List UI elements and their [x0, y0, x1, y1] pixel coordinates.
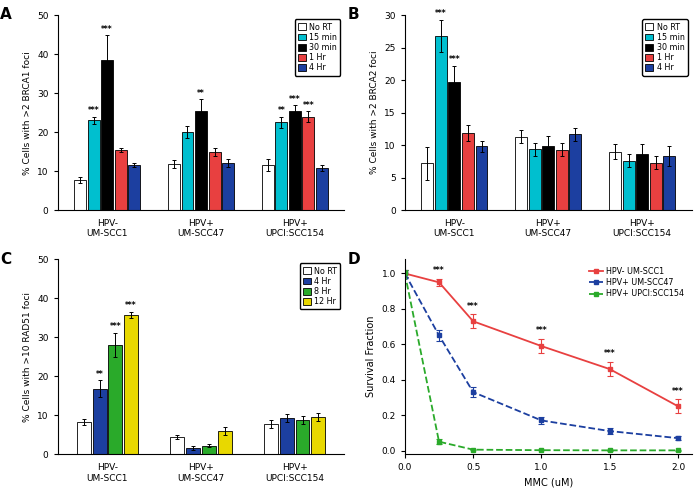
Bar: [77, 422, 91, 454]
Bar: [475, 146, 487, 210]
Bar: [295, 420, 309, 454]
Bar: [115, 150, 127, 210]
Bar: [289, 111, 301, 210]
Bar: [262, 165, 274, 210]
Text: ***: ***: [110, 322, 121, 331]
X-axis label: MMC (uM): MMC (uM): [524, 478, 573, 488]
Text: **: **: [277, 106, 285, 116]
Text: ***: ***: [449, 55, 460, 64]
Legend: HPV- UM-SCC1, HPV+ UM-SCC47, HPV+ UPCI:SCC154: HPV- UM-SCC1, HPV+ UM-SCC47, HPV+ UPCI:S…: [585, 263, 687, 302]
Text: **: **: [197, 89, 205, 98]
Bar: [609, 152, 621, 210]
Text: A: A: [0, 7, 12, 22]
Bar: [102, 60, 113, 210]
Bar: [264, 424, 278, 454]
Bar: [209, 152, 220, 210]
Bar: [515, 137, 527, 210]
Bar: [312, 417, 326, 454]
Bar: [186, 448, 200, 454]
Bar: [569, 134, 582, 210]
Text: ***: ***: [125, 302, 137, 310]
Bar: [302, 117, 314, 210]
Bar: [124, 314, 138, 454]
Text: ***: ***: [433, 266, 444, 275]
Text: D: D: [347, 251, 360, 266]
Bar: [636, 154, 648, 210]
Bar: [449, 82, 461, 210]
Y-axis label: % Cells with >2 BRCA2 foci: % Cells with >2 BRCA2 foci: [370, 51, 379, 175]
Text: ***: ***: [302, 101, 314, 110]
Text: ***: ***: [536, 326, 547, 335]
Bar: [664, 156, 676, 210]
Text: ***: ***: [672, 387, 684, 396]
Legend: No RT, 15 min, 30 min, 1 Hr, 4 Hr: No RT, 15 min, 30 min, 1 Hr, 4 Hr: [642, 19, 687, 75]
Bar: [275, 123, 287, 210]
Bar: [280, 418, 294, 454]
Bar: [462, 133, 474, 210]
Bar: [128, 165, 140, 210]
Bar: [170, 436, 184, 454]
Y-axis label: % Cells with >2 BRCA1 foci: % Cells with >2 BRCA1 foci: [22, 51, 32, 175]
Bar: [421, 163, 433, 210]
Bar: [528, 149, 540, 210]
Bar: [650, 163, 662, 210]
Text: ***: ***: [604, 350, 615, 359]
Text: ***: ***: [435, 9, 447, 18]
Bar: [435, 36, 447, 210]
Bar: [181, 132, 193, 210]
Bar: [316, 168, 328, 210]
Bar: [542, 146, 554, 210]
Bar: [168, 164, 180, 210]
Legend: No RT, 15 min, 30 min, 1 Hr, 4 Hr: No RT, 15 min, 30 min, 1 Hr, 4 Hr: [295, 19, 340, 75]
Text: C: C: [0, 251, 11, 266]
Text: **: **: [96, 370, 104, 379]
Bar: [218, 431, 232, 454]
Bar: [88, 121, 99, 210]
Bar: [74, 180, 86, 210]
Bar: [195, 111, 207, 210]
Text: ***: ***: [88, 106, 99, 116]
Y-axis label: Survival Fraction: Survival Fraction: [366, 316, 376, 397]
Y-axis label: % Cells with >10 RAD51 foci: % Cells with >10 RAD51 foci: [22, 292, 32, 422]
Bar: [108, 345, 122, 454]
Text: ***: ***: [468, 302, 479, 310]
Text: B: B: [347, 7, 359, 22]
Bar: [622, 161, 634, 210]
Legend: No RT, 4 Hr, 8 Hr, 12 Hr: No RT, 4 Hr, 8 Hr, 12 Hr: [300, 263, 340, 310]
Bar: [92, 389, 106, 454]
Text: ***: ***: [102, 25, 113, 34]
Text: ***: ***: [289, 95, 301, 104]
Bar: [202, 445, 216, 454]
Bar: [556, 150, 568, 210]
Bar: [222, 163, 234, 210]
